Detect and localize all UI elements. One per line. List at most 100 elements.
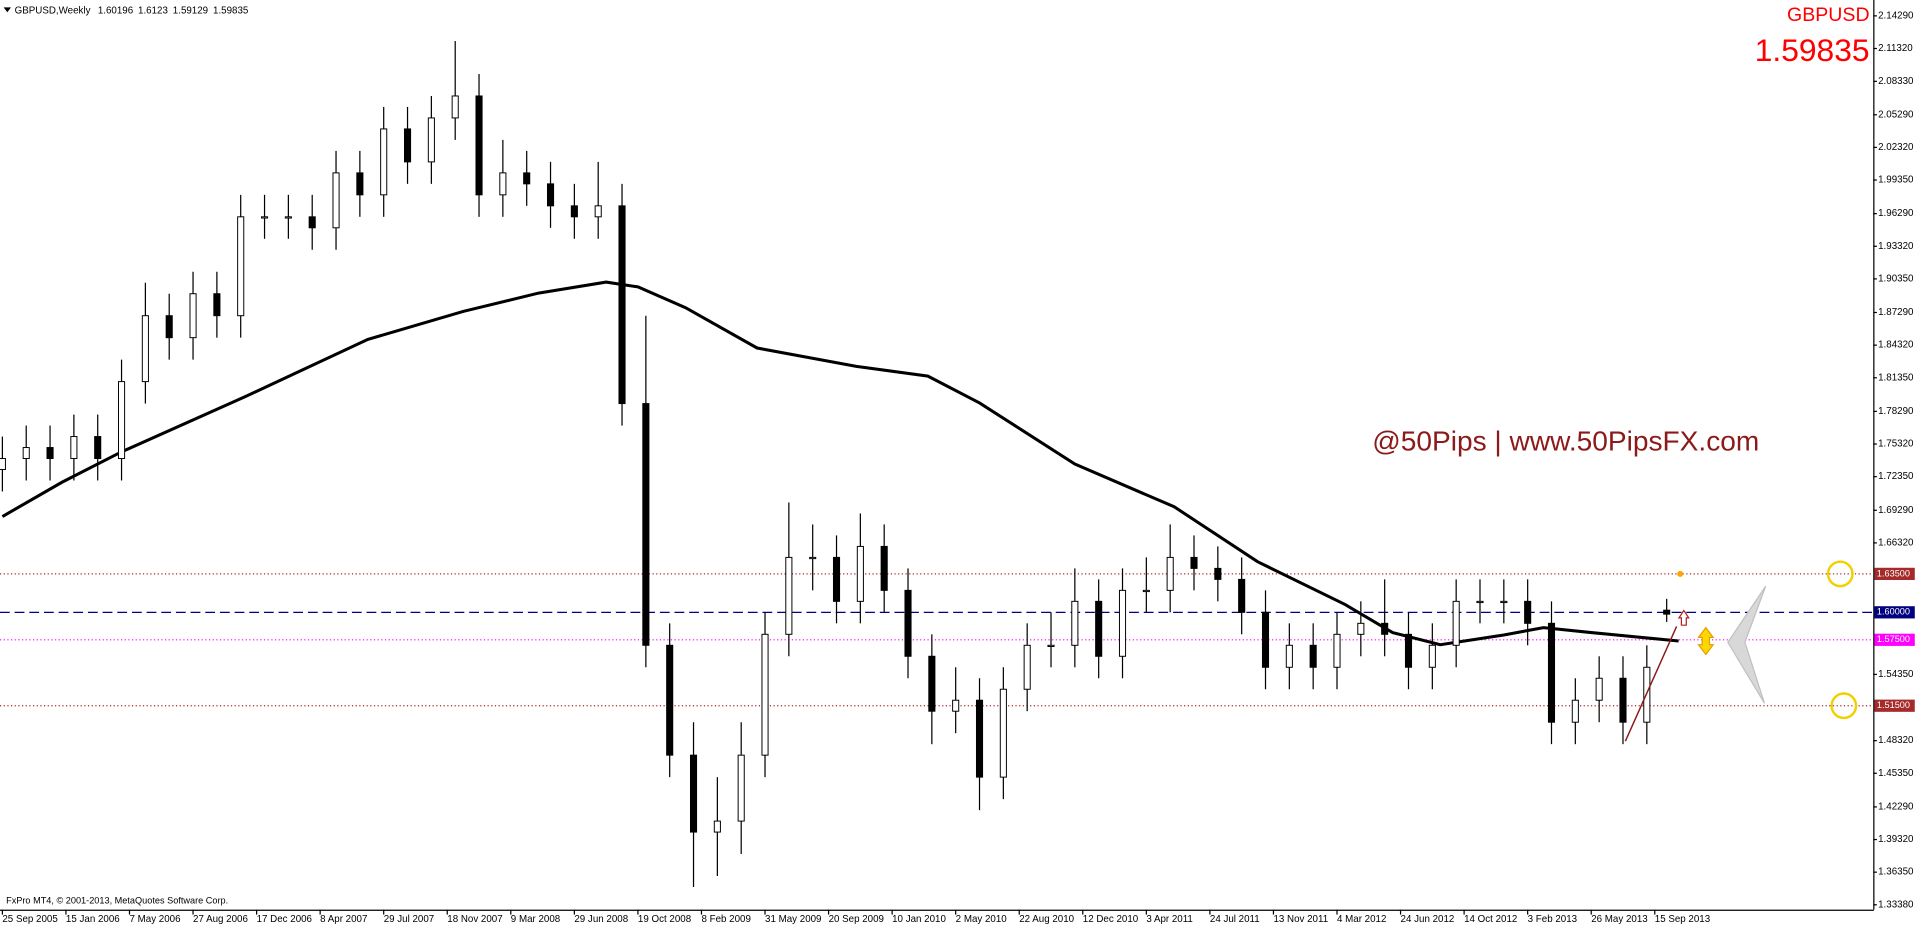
candle bbox=[785, 502, 793, 657]
y-tick-label: 2.11320 bbox=[1878, 43, 1913, 54]
x-tick-label: 18 Nov 2007 bbox=[447, 914, 502, 925]
candle-body bbox=[761, 633, 769, 756]
candle bbox=[189, 271, 197, 360]
caption-arrow bbox=[3, 7, 11, 13]
candle-body bbox=[689, 754, 698, 833]
candle-body bbox=[1214, 567, 1222, 580]
candle bbox=[475, 73, 483, 217]
candle bbox=[809, 524, 817, 591]
candle bbox=[1619, 656, 1627, 745]
candle-body bbox=[594, 205, 602, 218]
y-tick-label: 1.84320 bbox=[1878, 340, 1914, 351]
candle-body bbox=[118, 381, 126, 460]
candle-body bbox=[856, 545, 864, 602]
last-price: 1.59835 bbox=[1755, 32, 1870, 68]
level-label-box bbox=[1874, 567, 1915, 580]
arrow-decoration bbox=[1727, 585, 1767, 704]
y-tick-label: 1.75320 bbox=[1878, 439, 1914, 450]
level-label: 1.57500 bbox=[1877, 634, 1910, 644]
y-tick-label: 2.08330 bbox=[1878, 76, 1914, 87]
signal-dot bbox=[1677, 570, 1684, 577]
level-label-box bbox=[1874, 606, 1915, 619]
candle bbox=[403, 106, 412, 184]
candle bbox=[1166, 524, 1174, 613]
open-value: 1.60196 bbox=[98, 5, 133, 16]
candle bbox=[213, 271, 221, 338]
candle-body bbox=[952, 699, 960, 712]
candle bbox=[570, 183, 578, 239]
candle-body bbox=[1571, 699, 1579, 723]
candle bbox=[856, 513, 864, 624]
candle bbox=[618, 183, 626, 426]
candle bbox=[0, 436, 6, 492]
candle-body bbox=[1547, 622, 1556, 723]
candle-body bbox=[1357, 622, 1365, 635]
candle-body bbox=[284, 216, 292, 219]
candle-body bbox=[1309, 644, 1317, 668]
candle-body bbox=[713, 820, 721, 833]
candle bbox=[1023, 623, 1031, 712]
candle-body bbox=[22, 447, 30, 460]
x-tick-label: 3 Feb 2013 bbox=[1528, 914, 1577, 925]
x-tick-label: 24 Jun 2012 bbox=[1401, 914, 1455, 925]
y-tick-label: 1.33380 bbox=[1878, 899, 1914, 910]
x-tick-label: 7 May 2006 bbox=[129, 914, 180, 925]
watermark: @50Pips | www.50PipsFX.com bbox=[1372, 426, 1759, 457]
candle bbox=[1214, 546, 1222, 602]
x-tick-label: 8 Feb 2009 bbox=[701, 914, 750, 925]
candle-body bbox=[928, 655, 936, 712]
x-tick-label: 15 Sep 2013 bbox=[1655, 914, 1710, 925]
candle bbox=[689, 722, 698, 888]
candle-body bbox=[1238, 578, 1246, 613]
candle-body bbox=[0, 458, 6, 470]
candle bbox=[1357, 601, 1365, 657]
candle-body bbox=[1142, 589, 1150, 593]
candle bbox=[1547, 601, 1556, 745]
y-tick-label: 1.96290 bbox=[1878, 208, 1914, 219]
candle bbox=[642, 315, 650, 668]
x-tick-label: 24 Jul 2011 bbox=[1210, 914, 1260, 925]
candle bbox=[1095, 579, 1103, 679]
candle bbox=[904, 568, 912, 679]
candle-body bbox=[642, 403, 650, 646]
candle-body bbox=[904, 589, 912, 657]
close-value: 1.59835 bbox=[213, 5, 249, 16]
candle bbox=[165, 293, 173, 360]
candle-body bbox=[1166, 556, 1174, 591]
low-value: 1.59129 bbox=[173, 5, 208, 16]
candle-body bbox=[1452, 600, 1460, 646]
candle bbox=[1190, 535, 1198, 591]
y-tick-label: 1.48320 bbox=[1878, 735, 1914, 746]
trendline bbox=[1624, 626, 1678, 742]
candle-body bbox=[499, 172, 507, 196]
candle-body bbox=[999, 688, 1007, 778]
candle-body bbox=[427, 117, 435, 163]
x-tick-label: 26 May 2013 bbox=[1591, 914, 1647, 925]
candle bbox=[260, 194, 269, 239]
candle-body bbox=[1476, 600, 1484, 604]
candle-body bbox=[46, 447, 54, 460]
candle bbox=[427, 95, 435, 184]
candle-body bbox=[1190, 556, 1198, 569]
candle-body bbox=[260, 216, 269, 219]
x-tick-label: 13 Nov 2011 bbox=[1273, 914, 1328, 925]
symbol-label: GBPUSD bbox=[1787, 4, 1870, 26]
candle-body bbox=[356, 172, 364, 196]
x-tick-label: 17 Dec 2006 bbox=[257, 914, 312, 925]
x-tick-label: 15 Jan 2006 bbox=[66, 914, 120, 925]
candle bbox=[118, 359, 126, 481]
candle bbox=[1118, 568, 1127, 679]
candle bbox=[713, 777, 721, 877]
candle bbox=[237, 194, 245, 338]
candle bbox=[141, 282, 149, 404]
candle bbox=[1663, 598, 1671, 622]
symbol-caption: GBPUSD,Weekly bbox=[15, 5, 91, 16]
candle bbox=[594, 161, 602, 239]
candle-body bbox=[1428, 644, 1436, 668]
candle-body bbox=[475, 95, 483, 196]
x-tick-label: 9 Mar 2008 bbox=[511, 914, 560, 925]
level-label-box bbox=[1874, 699, 1915, 712]
candle bbox=[952, 667, 960, 734]
y-tick-label: 1.39320 bbox=[1878, 834, 1914, 845]
